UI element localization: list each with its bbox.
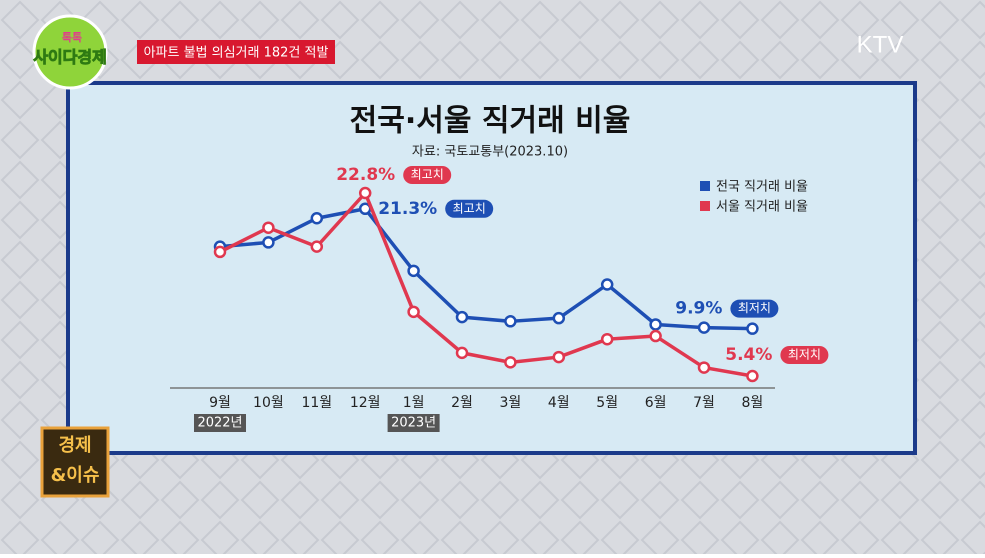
point [310,211,324,225]
x-tick-label: 7월 [693,395,715,411]
badge-bottom: &이슈 [51,465,100,486]
x-tick-label: 1월 [403,395,425,411]
point [552,311,566,325]
logo-main: 사이다경제 [33,48,107,67]
year-label-box [387,414,440,432]
corner-badge: 경제 &이슈 [40,426,110,498]
point [600,278,614,291]
value-label: 22.8% [336,165,395,185]
point [697,361,711,374]
point [649,329,662,343]
x-tick-label: 3월 [500,395,522,411]
channel-logo: KTV [857,31,904,58]
year-label-box [194,414,246,432]
legend-label: 서울 직거래 비율 [716,200,808,215]
legend-swatch [700,181,710,191]
point [697,321,711,334]
point [600,332,614,346]
note: 최저치 [788,348,821,362]
point [552,350,566,364]
point [455,310,469,324]
point [407,305,420,319]
point [504,356,517,369]
legend-label: 전국 직거래 비율 [716,180,808,195]
point [310,240,324,253]
logo-top: 톡톡 [62,31,82,44]
point [213,245,227,259]
x-tick-label: 5월 [596,395,618,411]
value-label: 5.4% [725,345,772,365]
note-box [445,199,494,218]
x-tick-label: 9월 [209,395,231,411]
point [746,322,759,335]
x-tick-label: 12월 [350,395,381,411]
x-tick-label: 2월 [451,395,473,411]
note-box [780,346,829,364]
headline-bar [137,40,335,64]
note: 최저치 [738,301,771,315]
chart-subtitle: 자료: 국토교통부(2023.10) [412,145,568,160]
value-label: 9.9% [675,299,722,319]
point [504,315,517,328]
note-box [730,299,779,318]
legend-swatch [700,201,710,211]
headline: 아파트 불법 의심거래 182건 적발 [144,46,329,61]
chart-title: 전국·서울 직거래 비율 [350,104,631,139]
year-label: 2023년 [391,416,436,431]
series-line [219,191,753,378]
note: 최고치 [453,201,486,215]
note-box [403,166,452,184]
x-tick-label: 11월 [301,395,332,411]
x-tick-label: 4월 [548,395,570,411]
x-tick-label: 8월 [742,395,764,411]
year-label: 2022년 [197,416,242,431]
point [262,221,275,234]
value-label: 21.3% [378,199,437,219]
point [262,236,275,249]
badge-top: 경제 [58,435,91,456]
point [455,346,469,360]
logo: 톡톡 사이다경제 [32,14,108,90]
point [407,264,420,278]
x-tick-label: 6월 [645,395,667,411]
chart-panel [66,81,917,455]
point [649,318,662,331]
series-line [219,207,753,331]
note: 최고치 [411,168,444,182]
x-tick-label: 10월 [253,395,284,411]
point [358,186,372,200]
point [746,369,759,383]
